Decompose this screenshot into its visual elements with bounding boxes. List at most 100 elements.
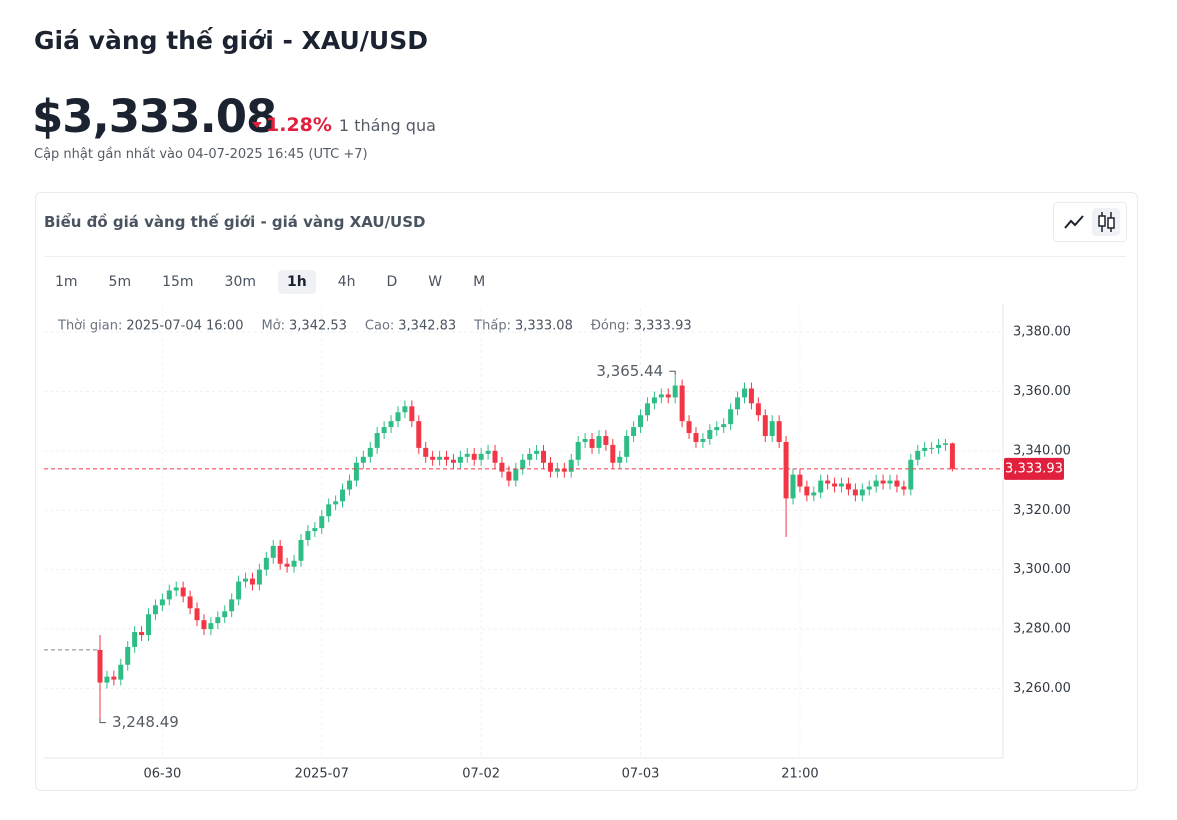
y-tick-label: 3,320.00: [1013, 503, 1071, 518]
x-tick-label: 21:00: [781, 767, 818, 782]
candle-body: [229, 599, 235, 612]
candle-body: [402, 406, 408, 413]
candle-body: [582, 438, 588, 442]
card-title: Biểu đồ giá vàng thế giới - giá vàng XAU…: [44, 213, 426, 231]
interval-tab[interactable]: W: [428, 274, 443, 290]
candle-icon-bg[interactable]: [1092, 208, 1120, 236]
candle-body: [346, 480, 352, 490]
candle-body: [714, 427, 720, 431]
candle-body: [118, 664, 124, 680]
candle-body: [444, 456, 449, 460]
candle-body: [748, 388, 754, 404]
chart-type-icons: [1064, 208, 1120, 236]
candle-body: [395, 412, 401, 422]
interval-tab[interactable]: D: [386, 274, 398, 290]
interval-tab[interactable]: 30m: [224, 274, 256, 290]
x-tick-label: 07-02: [462, 767, 500, 782]
interval-tab[interactable]: 1h: [278, 270, 316, 294]
interval-tab[interactable]: M: [473, 274, 486, 290]
y-tick-label: 3,380.00: [1013, 325, 1071, 340]
candle-body: [492, 450, 498, 463]
candle-body: [735, 397, 741, 410]
candle-body: [534, 450, 540, 454]
candle-body: [326, 504, 332, 517]
candle-body: [527, 453, 533, 460]
candle-body: [915, 450, 921, 460]
candle-body: [547, 462, 553, 472]
candle-body: [520, 459, 526, 469]
tooltip-value: 2025-07-04 16:00: [126, 319, 243, 334]
candle-body: [437, 456, 443, 460]
y-tick-label: 3,340.00: [1013, 443, 1071, 458]
candle-body: [839, 483, 845, 487]
candle-body: [222, 611, 228, 618]
candle-body: [298, 539, 304, 561]
candle-body: [818, 480, 824, 493]
candle-body: [644, 403, 650, 416]
interval-tab[interactable]: 15m: [162, 274, 194, 290]
candle-body: [783, 441, 789, 499]
candle-body: [457, 456, 463, 463]
period: 1 tháng qua: [338, 116, 436, 135]
candle-body: [651, 397, 657, 404]
candle-body: [312, 528, 318, 532]
x-tick-label: 07-03: [622, 767, 660, 782]
candle-body: [333, 501, 339, 505]
candle-body: [485, 450, 491, 454]
candle-body: [270, 545, 276, 558]
candle-body: [97, 649, 103, 683]
candle-body: [922, 447, 928, 451]
candle-body: [541, 450, 547, 463]
candle-body: [146, 614, 152, 636]
candle-body: [409, 406, 415, 422]
candle-body: [416, 421, 422, 448]
candle-body: [804, 486, 810, 496]
candle-body: [631, 427, 637, 437]
candle-body: [575, 441, 581, 460]
candle-body: [554, 468, 560, 472]
interval-tab[interactable]: 1m: [55, 274, 78, 290]
candle-body: [305, 531, 311, 540]
candle-icon: [1098, 215, 1106, 227]
last-price-label: 3,333.93: [1005, 461, 1063, 476]
candle-body: [589, 438, 595, 448]
candle-body: [942, 443, 948, 445]
y-tick-label: 3,300.00: [1013, 562, 1071, 577]
candle-body: [887, 480, 893, 484]
low-annotation: 3,248.49: [112, 713, 179, 731]
candle-body: [596, 436, 602, 448]
line-icon[interactable]: [1064, 215, 1084, 229]
tooltip-label: Thời gian:: [57, 319, 122, 334]
candle-body: [236, 581, 242, 600]
candle-body: [825, 480, 831, 484]
interval-tab[interactable]: 5m: [108, 274, 132, 290]
interval-tabs: 1m 5m 15m 30m 1h 4h D W M: [46, 270, 507, 294]
candle-body: [499, 462, 505, 472]
candle-body: [568, 459, 574, 472]
candle-body: [679, 385, 685, 422]
candle-body: [769, 421, 775, 437]
interval-tab[interactable]: 4h: [337, 274, 356, 290]
candle-body: [811, 492, 817, 496]
candle-body: [832, 483, 838, 487]
candle-body: [728, 409, 734, 425]
candle-body: [894, 480, 900, 487]
x-tick-label: 06-30: [143, 767, 181, 782]
tooltip-value: 3,333.93: [634, 319, 692, 334]
candle-body: [450, 459, 456, 463]
candle-body: [762, 415, 768, 437]
tooltip-label: Thấp:: [473, 319, 511, 334]
candle-body: [755, 403, 761, 416]
candle-body: [873, 480, 879, 487]
candle-body: [617, 456, 623, 463]
candle-body: [603, 436, 609, 445]
candle-body: [423, 447, 429, 457]
candle-body: [367, 447, 373, 457]
y-tick-label: 3,260.00: [1013, 681, 1071, 696]
candle-body: [215, 617, 221, 624]
candle-body: [880, 480, 886, 484]
candle-body: [277, 545, 283, 564]
candle-body: [208, 623, 214, 630]
candle-body: [388, 421, 394, 428]
